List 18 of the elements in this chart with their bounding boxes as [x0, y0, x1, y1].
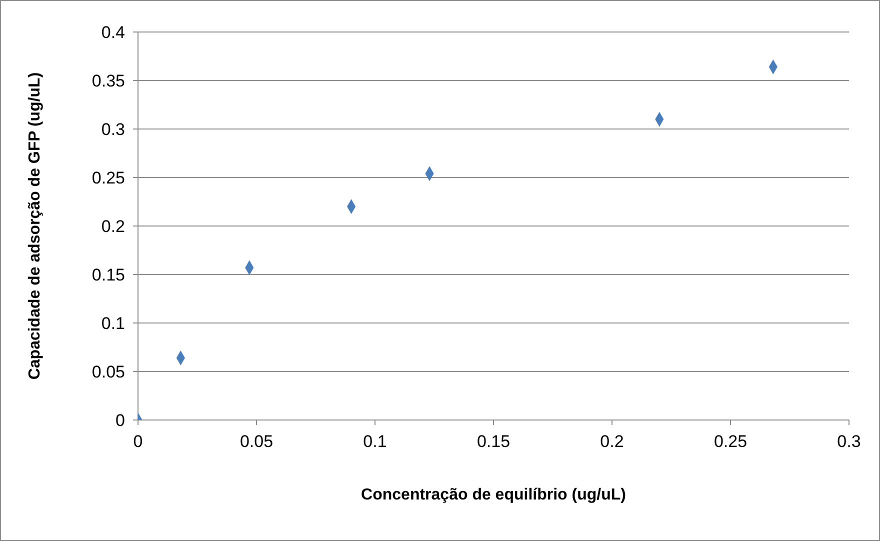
y-tick-label: 0 — [116, 411, 125, 430]
y-tick-label: 0.35 — [92, 72, 125, 91]
x-tick-label: 0.15 — [476, 432, 510, 452]
y-tick-label: 0.05 — [92, 362, 125, 382]
y-tick-label: 0.2 — [101, 217, 125, 236]
y-tick-label: 0.1 — [101, 314, 125, 334]
y-tick-label: 0.25 — [92, 168, 125, 188]
x-axis-title: Concentração de equilíbrio (ug/uL) — [361, 486, 626, 504]
y-axis-title: Capacidade de adsorção de GFP (ug/uL) — [26, 72, 44, 380]
y-tick-label: 0.4 — [101, 23, 125, 42]
x-tick-label: 0 — [133, 432, 143, 452]
x-tick-label: 0.05 — [240, 432, 274, 452]
x-tick-label: 0.1 — [363, 432, 387, 452]
x-tick-label: 0.3 — [837, 432, 861, 452]
y-tick-label: 0.15 — [92, 266, 125, 285]
y-tick-label: 0.3 — [101, 120, 125, 140]
x-tick-label: 0.2 — [600, 432, 624, 452]
x-tick-label: 0.25 — [714, 432, 748, 452]
